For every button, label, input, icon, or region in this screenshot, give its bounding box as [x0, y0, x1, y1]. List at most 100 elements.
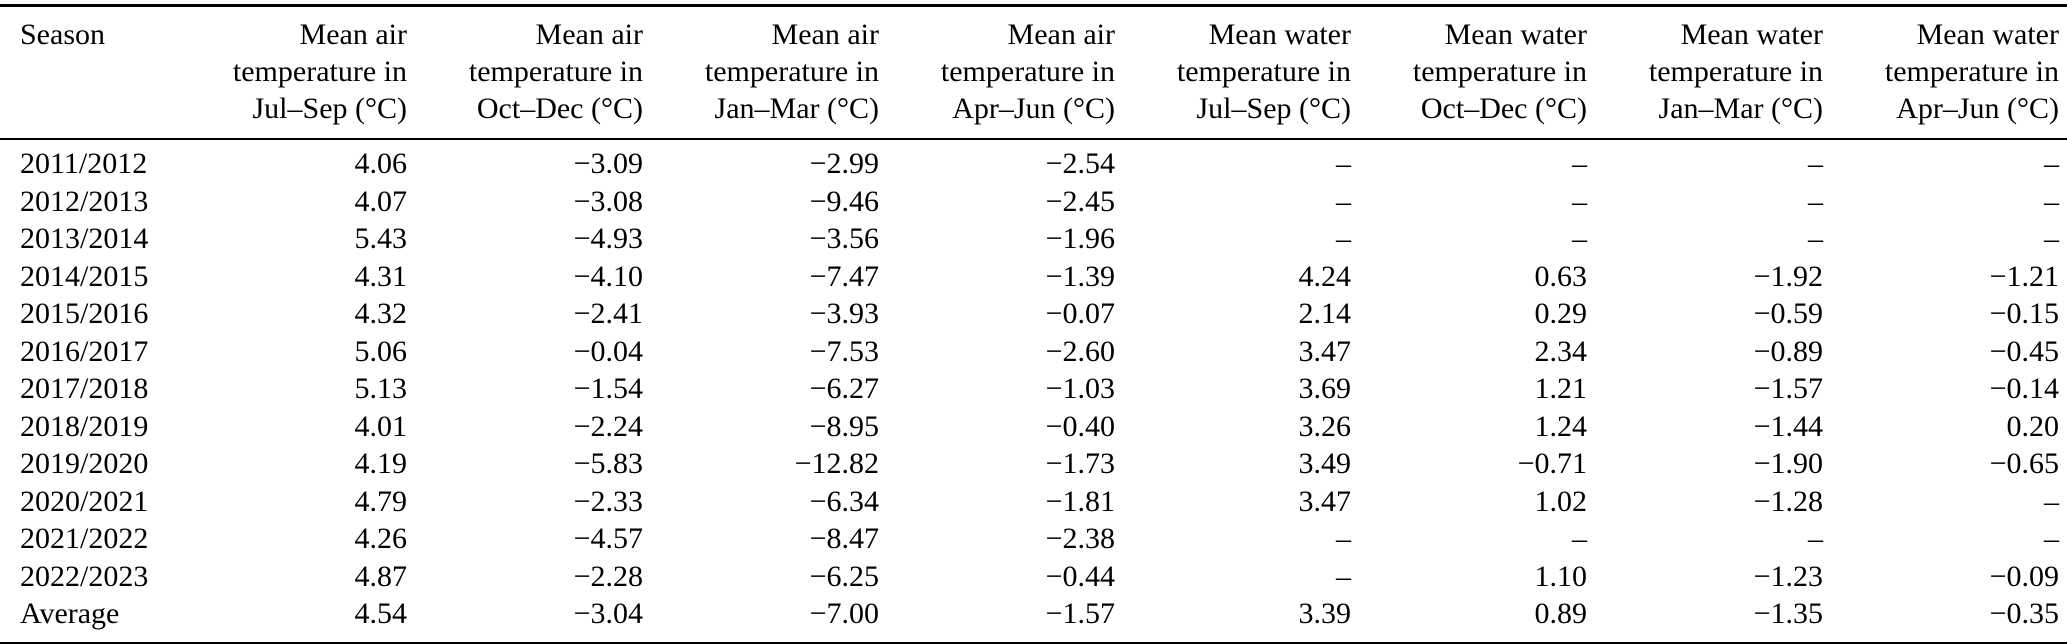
- season-cell: 2016/2017: [20, 334, 149, 368]
- value-cell-air_apr_jun: −0.44: [1045, 559, 1115, 593]
- value-cell-air_oct_dec: −1.54: [573, 372, 643, 405]
- value-cell-water_oct_dec: –: [1572, 147, 1587, 180]
- season-cell: 2022/2023: [20, 559, 149, 593]
- value-cell-air_oct_dec: −2.24: [573, 409, 643, 443]
- value-cell-air_apr_jun: −1.03: [1045, 372, 1115, 405]
- seasonal-temperature-table: Season Mean air temperature in Jul–Sep (…: [0, 4, 2067, 644]
- value-cell-water_jan_mar: −1.92: [1753, 259, 1823, 293]
- column-header-air-jan-mar: Mean air temperature in Jan–Mar (°C): [651, 5, 887, 140]
- value-cell-air_jul_sep: 4.79: [354, 484, 408, 518]
- value-cell-air_jul_sep: 4.07: [354, 184, 408, 218]
- value-cell-air_oct_dec: −3.08: [573, 184, 643, 218]
- header-row: Season Mean air temperature in Jul–Sep (…: [0, 5, 2067, 140]
- table-row: 2019/2020 4.19 −5.83 −12.82 −1.73 3.49 −0.71 −1…: [0, 445, 2067, 483]
- value-cell-water_jan_mar: –: [1808, 222, 1823, 255]
- value-cell-water_jan_mar: −0.89: [1753, 334, 1823, 368]
- value-cell-water_oct_dec: –: [1572, 184, 1587, 218]
- value-cell-air_jan_mar: −8.95: [809, 409, 879, 443]
- table-row: 2012/2013 4.07 −3.08 −9.46 −2.45 – – – –: [0, 183, 2067, 221]
- value-cell-water_oct_dec: –: [1572, 222, 1587, 255]
- value-cell-water_apr_jun: −0.09: [1989, 559, 2059, 593]
- value-cell-air_jul_sep: 4.54: [354, 597, 408, 630]
- value-cell-air_jul_sep: 4.01: [354, 409, 408, 443]
- value-cell-air_jul_sep: 4.87: [354, 559, 408, 593]
- value-cell-air_apr_jun: −0.40: [1045, 409, 1115, 443]
- value-cell-air_jan_mar: −7.53: [809, 334, 879, 368]
- value-cell-water_jan_mar: −1.28: [1753, 484, 1823, 518]
- value-cell-air_jul_sep: 4.19: [354, 447, 408, 480]
- value-cell-water_jul_sep: 3.39: [1298, 597, 1352, 630]
- table-row: 2015/2016 4.32 −2.41 −3.93 −0.07 2.14 0.29 −0.5…: [0, 295, 2067, 333]
- season-cell: 2013/2014: [20, 222, 149, 255]
- value-cell-water_jul_sep: –: [1336, 147, 1351, 180]
- value-cell-air_apr_jun: −1.81: [1045, 484, 1115, 518]
- table-row: 2011/2012 4.06 −3.09 −2.99 −2.54 – – – –: [0, 139, 2067, 183]
- table-row: 2016/2017 5.06 −0.04 −7.53 −2.60 3.47 2.34 −0.8…: [0, 333, 2067, 371]
- value-cell-water_jan_mar: –: [1808, 184, 1823, 218]
- value-cell-water_oct_dec: 1.21: [1534, 372, 1588, 405]
- value-cell-air_jan_mar: −6.34: [809, 484, 879, 518]
- table-row: 2022/2023 4.87 −2.28 −6.25 −0.44 – 1.10 −1.23 −0…: [0, 558, 2067, 596]
- value-cell-water_apr_jun: −0.65: [1989, 447, 2059, 480]
- value-cell-water_apr_jun: −0.14: [1989, 372, 2059, 405]
- value-cell-air_oct_dec: −2.41: [573, 297, 643, 330]
- column-header-water-jan-mar: Mean water temperature in Jan–Mar (°C): [1595, 5, 1831, 140]
- value-cell-air_jan_mar: −2.99: [809, 147, 879, 180]
- value-cell-water_jan_mar: −1.35: [1753, 597, 1823, 630]
- value-cell-water_apr_jun: –: [2044, 184, 2059, 218]
- value-cell-water_oct_dec: 2.34: [1534, 334, 1588, 368]
- season-cell: 2020/2021: [20, 484, 149, 518]
- table-header: Season Mean air temperature in Jul–Sep (…: [0, 5, 2067, 140]
- season-cell: 2018/2019: [20, 409, 149, 443]
- season-cell: Average: [20, 597, 120, 630]
- value-cell-water_apr_jun: 0.20: [2006, 409, 2060, 443]
- value-cell-air_jan_mar: −6.27: [809, 372, 879, 405]
- value-cell-water_oct_dec: 1.10: [1534, 559, 1588, 593]
- value-cell-water_jan_mar: –: [1808, 147, 1823, 180]
- value-cell-air_jul_sep: 4.32: [354, 297, 408, 330]
- value-cell-air_jan_mar: −7.47: [809, 259, 879, 293]
- value-cell-air_jul_sep: 4.06: [354, 147, 408, 180]
- value-cell-water_jul_sep: –: [1336, 184, 1351, 218]
- value-cell-air_apr_jun: −2.38: [1045, 522, 1115, 555]
- value-cell-air_oct_dec: −4.93: [573, 222, 643, 255]
- season-cell: 2012/2013: [20, 184, 149, 218]
- value-cell-water_apr_jun: –: [2044, 522, 2059, 555]
- table-row: 2017/2018 5.13 −1.54 −6.27 −1.03 3.69 1.21 −1.5…: [0, 370, 2067, 408]
- value-cell-air_apr_jun: −1.96: [1045, 222, 1115, 255]
- value-cell-water_oct_dec: 0.29: [1534, 297, 1588, 330]
- value-cell-water_oct_dec: −0.71: [1517, 447, 1587, 480]
- value-cell-water_oct_dec: –: [1572, 522, 1587, 555]
- value-cell-air_jul_sep: 5.06: [354, 334, 408, 368]
- column-header-water-jul-sep: Mean water temperature in Jul–Sep (°C): [1123, 5, 1359, 140]
- value-cell-air_jan_mar: −3.93: [809, 297, 879, 330]
- value-cell-water_apr_jun: −0.45: [1989, 334, 2059, 368]
- column-header-water-apr-jun: Mean water temperature in Apr–Jun (°C): [1831, 5, 2067, 140]
- value-cell-water_apr_jun: −1.21: [1989, 259, 2059, 293]
- value-cell-water_apr_jun: −0.35: [1989, 597, 2059, 630]
- value-cell-water_jan_mar: −0.59: [1753, 297, 1823, 330]
- value-cell-water_apr_jun: –: [2044, 222, 2059, 255]
- value-cell-water_jan_mar: –: [1808, 522, 1823, 555]
- value-cell-air_jan_mar: −8.47: [809, 522, 879, 555]
- value-cell-water_jan_mar: −1.57: [1753, 372, 1823, 405]
- value-cell-water_oct_dec: 0.63: [1534, 259, 1588, 293]
- value-cell-water_oct_dec: 1.24: [1534, 409, 1588, 443]
- column-header-air-oct-dec: Mean air temperature in Oct–Dec (°C): [415, 5, 651, 140]
- value-cell-air_jan_mar: −12.82: [794, 447, 879, 480]
- value-cell-water_apr_jun: –: [2044, 484, 2059, 518]
- value-cell-air_jul_sep: 5.13: [354, 372, 408, 405]
- value-cell-air_oct_dec: −5.83: [573, 447, 643, 480]
- value-cell-air_oct_dec: −2.33: [573, 484, 643, 518]
- value-cell-air_jan_mar: −9.46: [809, 184, 879, 218]
- season-cell: 2019/2020: [20, 447, 149, 480]
- table-row: 2013/2014 5.43 −4.93 −3.56 −1.96 – – – –: [0, 220, 2067, 258]
- value-cell-air_jan_mar: −6.25: [809, 559, 879, 593]
- value-cell-air_jan_mar: −7.00: [809, 597, 879, 630]
- value-cell-water_jul_sep: –: [1336, 522, 1351, 555]
- season-cell: 2021/2022: [20, 522, 149, 555]
- value-cell-water_jan_mar: −1.23: [1753, 559, 1823, 593]
- table-row: 2014/2015 4.31 −4.10 −7.47 −1.39 4.24 0.63 −1.9…: [0, 258, 2067, 296]
- season-cell: 2011/2012: [20, 147, 148, 180]
- value-cell-air_oct_dec: −0.04: [573, 334, 643, 368]
